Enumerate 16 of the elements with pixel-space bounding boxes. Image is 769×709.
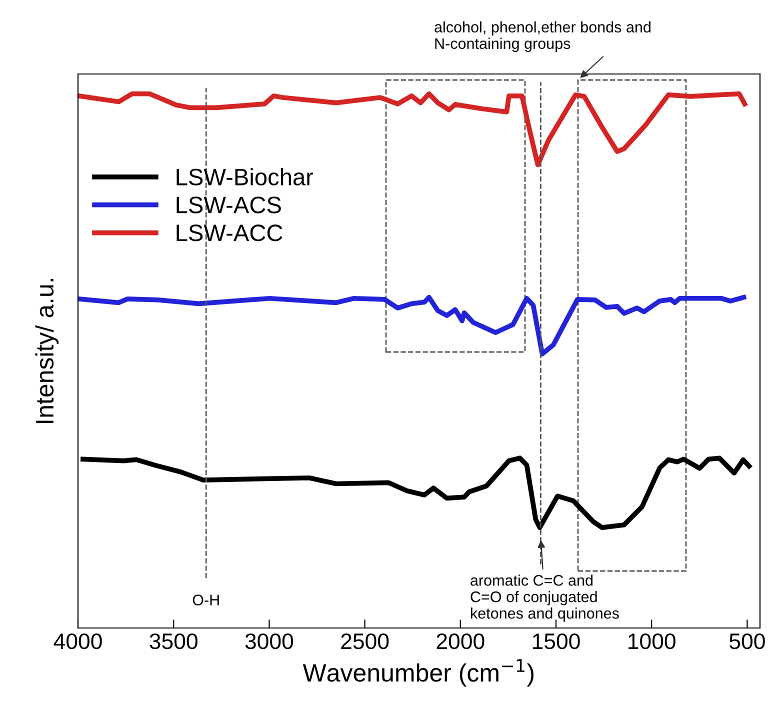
legend-label: LSW-ACC xyxy=(176,224,282,242)
x-tick-label: 2000 xyxy=(436,633,484,650)
ref-line-label: O-H xyxy=(192,594,219,606)
text: alcohol, phenol,ether bonds and N-containing groups xyxy=(434,21,650,52)
x-tick-label: 4000 xyxy=(54,633,102,650)
y-axis-title: Intensity/ a.u. xyxy=(35,278,59,424)
annotation: aromatic C=C and C=O of conjugated ketones and quinones xyxy=(470,574,619,622)
x-tick-label: 500 xyxy=(730,633,765,650)
x-axis-title: Wavenumber (cm$^{−1}$) xyxy=(302,659,534,687)
x-tick-label: 3000 xyxy=(245,633,294,650)
x-tick-label: 1000 xyxy=(628,633,676,650)
legend-label: LSW-Biochar xyxy=(176,168,314,186)
x-tick-label: 1500 xyxy=(532,633,580,650)
x-tick-label: 2500 xyxy=(341,633,389,650)
x-tick-label: 3500 xyxy=(150,633,198,650)
legend-label: LSW-ACS xyxy=(176,196,281,214)
